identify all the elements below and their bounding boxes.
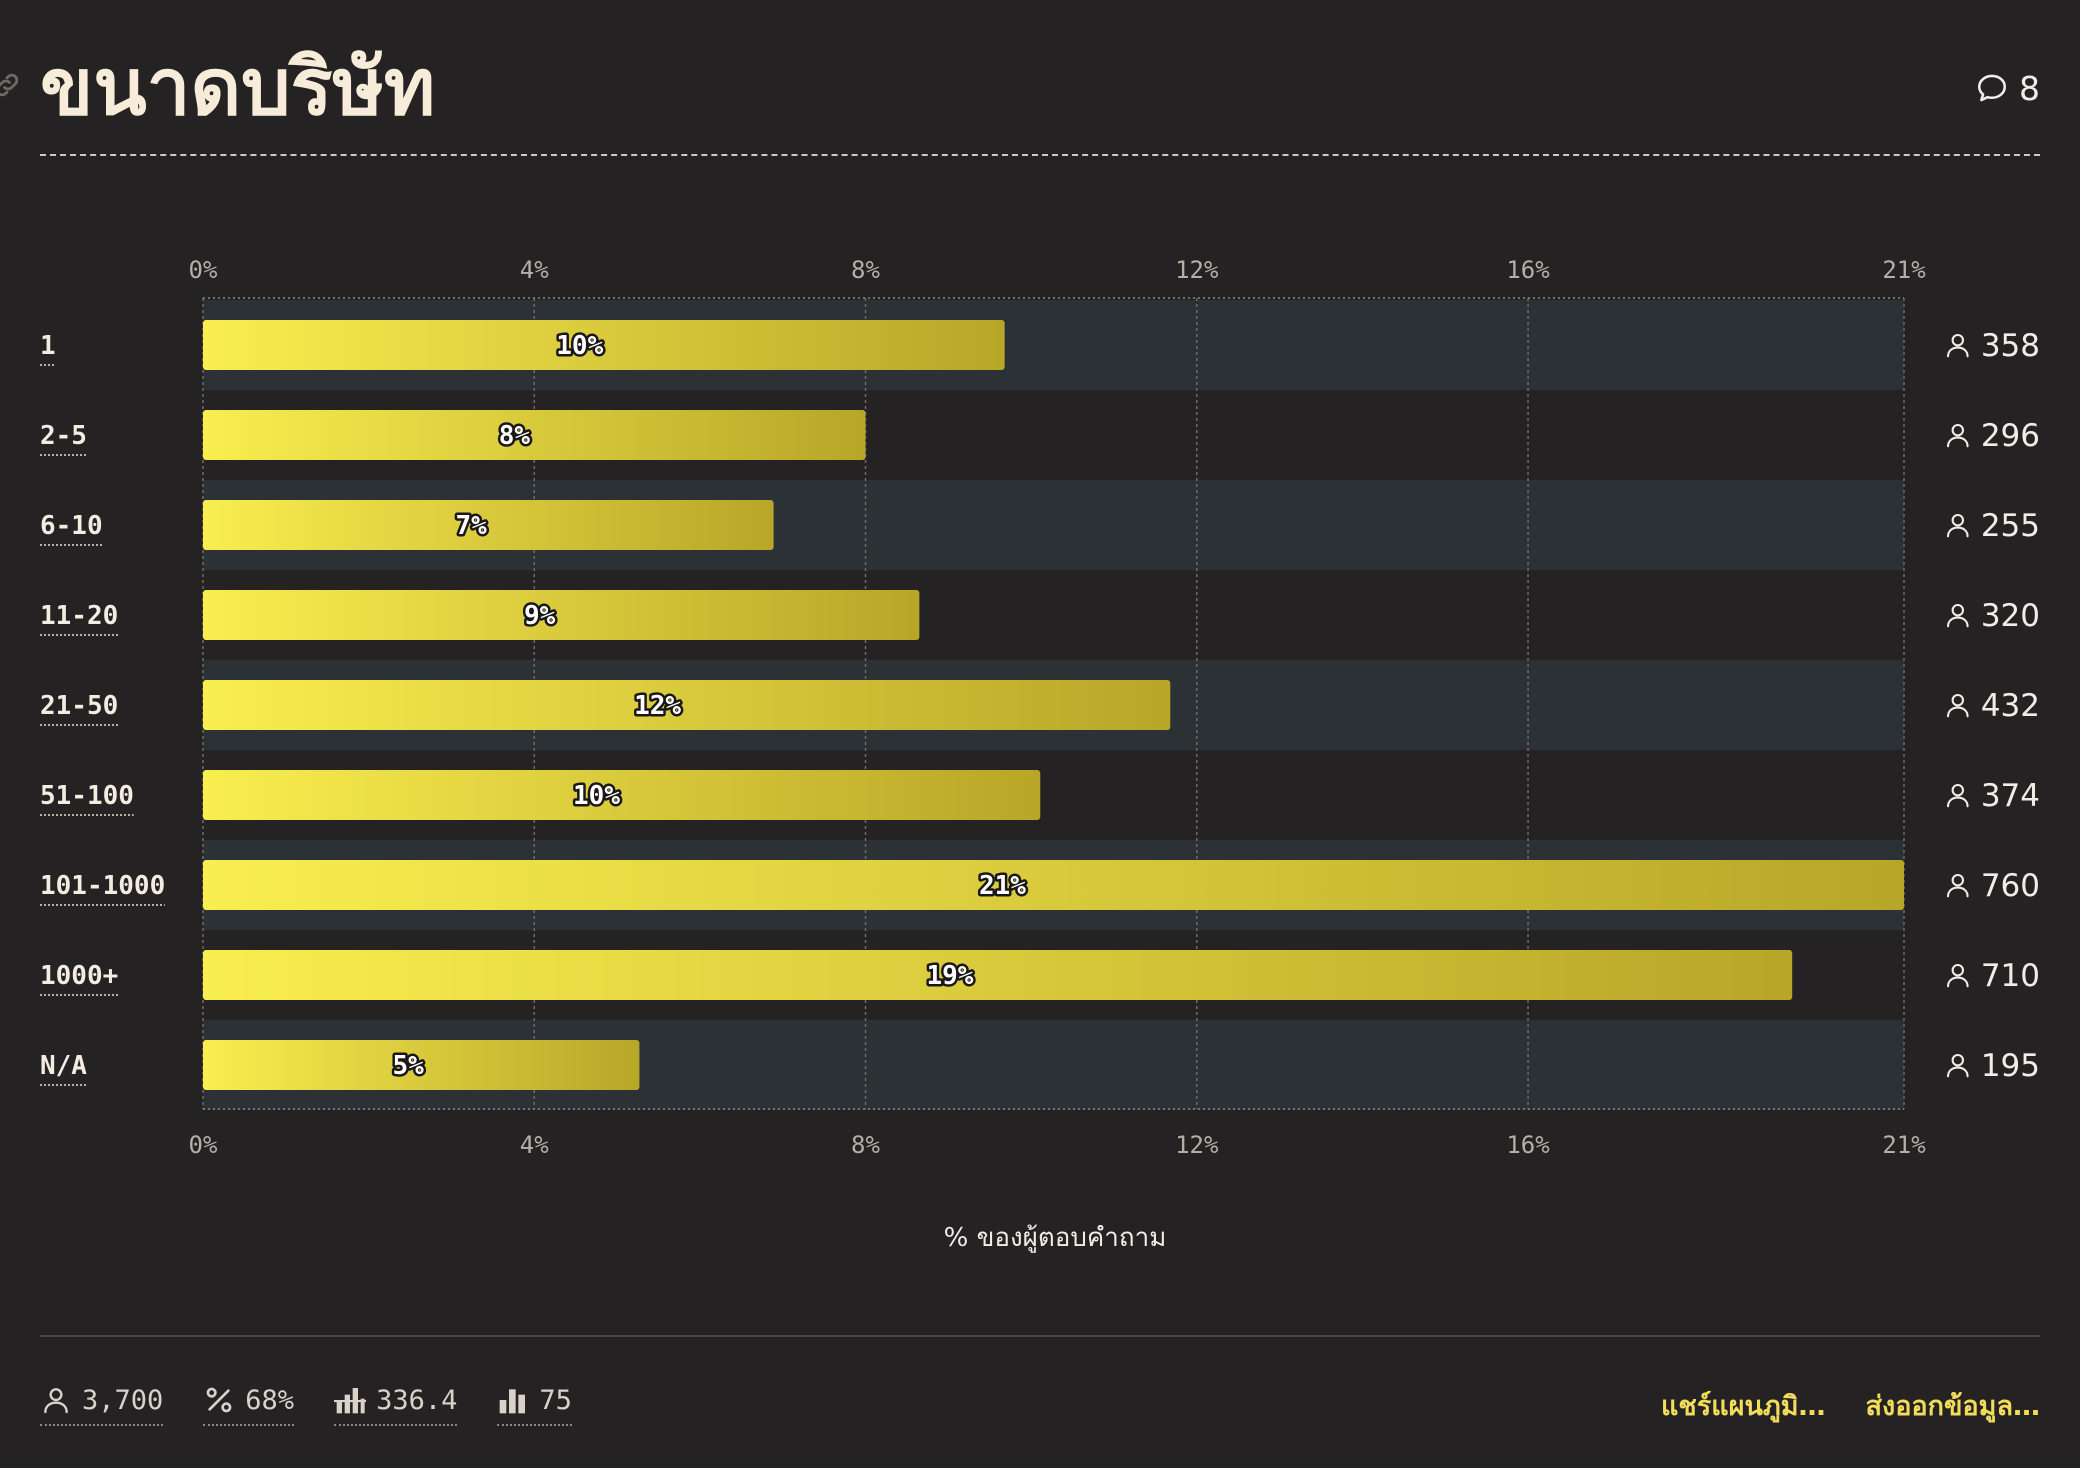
x-axis-label: % ของผู้ตอบคำถาม	[943, 1223, 1167, 1253]
respondent-count: 195	[1981, 1048, 2040, 1084]
person-icon	[1946, 963, 1969, 988]
stat-respondents-value: 3,700	[82, 1384, 164, 1416]
bar	[203, 1040, 640, 1090]
x-tick-label-top: 16%	[1506, 256, 1550, 284]
comment-icon	[1977, 74, 2007, 102]
average-bars-icon	[334, 1388, 367, 1414]
stat-percent-value: 68%	[245, 1384, 295, 1416]
bar-value-label: 7%	[456, 511, 488, 541]
bar	[203, 680, 1171, 730]
respondent-count: 432	[1981, 688, 2040, 724]
person-icon	[1946, 873, 1969, 898]
stat-average[interactable]: 336.4	[334, 1380, 458, 1426]
export-data-link[interactable]: ส่งออกข้อมูล…	[1865, 1391, 2040, 1422]
person-icon	[1946, 603, 1969, 628]
comments-button[interactable]: 8	[1975, 68, 2040, 108]
chart-title: ขนาดบริษัท	[40, 42, 436, 133]
x-tick-label-top: 0%	[189, 256, 218, 284]
comment-count: 8	[2019, 68, 2040, 108]
respondent-count: 320	[1981, 598, 2040, 634]
x-tick-label-bottom: 12%	[1175, 1131, 1219, 1159]
bar-value-label: 8%	[499, 421, 531, 451]
person-icon	[1946, 423, 1969, 448]
respondent-count: 760	[1981, 868, 2040, 904]
person-icon	[44, 1388, 68, 1414]
x-tick-label-bottom: 16%	[1506, 1131, 1550, 1159]
x-tick-label-bottom: 4%	[520, 1131, 549, 1159]
percent-icon	[206, 1387, 232, 1413]
bar-chart: 10% 8% 7% 9% 12% 10% 21% 19% 5% 1 2-5 6-10 11-20 21-…	[40, 256, 2040, 1159]
person-icon	[1946, 1053, 1969, 1078]
bar-value-label: 21%	[979, 871, 1026, 901]
person-icon	[1946, 783, 1969, 808]
bar	[203, 950, 1793, 1000]
x-tick-label-bottom: 21%	[1882, 1131, 1926, 1159]
x-tick-label-top: 8%	[851, 256, 880, 284]
category-label: 1000+	[40, 961, 118, 991]
stat-percent[interactable]: 68%	[203, 1380, 295, 1426]
bar-value-label: 9%	[524, 601, 556, 631]
category-label: 6-10	[40, 511, 103, 541]
bar-value-label: 10%	[573, 781, 620, 811]
footer-divider	[40, 1335, 2040, 1337]
bar	[203, 500, 774, 550]
category-label: 11-20	[40, 601, 118, 631]
x-tick-label-top: 12%	[1175, 256, 1219, 284]
stat-median[interactable]: 75	[497, 1380, 572, 1426]
x-tick-label-top: 21%	[1882, 256, 1926, 284]
person-icon	[1946, 513, 1969, 538]
bar-value-label: 12%	[634, 691, 681, 721]
bar-value-label: 5%	[392, 1051, 424, 1081]
category-label: 2-5	[40, 421, 87, 451]
summary-stats: 3,700 68% 336.4 75	[40, 1380, 572, 1426]
respondent-count: 296	[1981, 418, 2040, 454]
stat-respondents[interactable]: 3,700	[40, 1380, 164, 1426]
x-tick-label-top: 4%	[520, 256, 549, 284]
bar	[203, 590, 920, 640]
category-label: N/A	[40, 1051, 87, 1081]
share-chart-link[interactable]: แชร์แผนภูมิ…	[1661, 1391, 1826, 1422]
respondent-count: 255	[1981, 508, 2040, 544]
bar	[203, 320, 1005, 370]
bar	[203, 770, 1041, 820]
title-divider	[40, 154, 2040, 156]
category-label: 21-50	[40, 691, 118, 721]
median-bars-icon	[500, 1389, 526, 1414]
respondent-count: 358	[1981, 328, 2040, 364]
bar-value-label: 10%	[556, 331, 603, 361]
x-tick-label-bottom: 0%	[189, 1131, 218, 1159]
stat-median-value: 75	[539, 1384, 572, 1416]
chart-actions: แชร์แผนภูมิ… ส่งออกข้อมูล…	[1661, 1384, 2040, 1427]
stat-average-value: 336.4	[376, 1384, 458, 1416]
x-tick-label-bottom: 8%	[851, 1131, 880, 1159]
bar	[203, 410, 866, 460]
link-icon[interactable]	[0, 70, 22, 100]
category-label: 51-100	[40, 781, 134, 811]
category-label: 1	[40, 331, 56, 361]
bar-value-label: 19%	[926, 961, 973, 991]
person-icon	[1946, 333, 1969, 358]
bar	[203, 860, 1904, 910]
category-label: 101-1000	[40, 871, 165, 901]
respondent-count: 374	[1981, 778, 2040, 814]
person-icon	[1946, 693, 1969, 718]
respondent-count: 710	[1981, 958, 2040, 994]
